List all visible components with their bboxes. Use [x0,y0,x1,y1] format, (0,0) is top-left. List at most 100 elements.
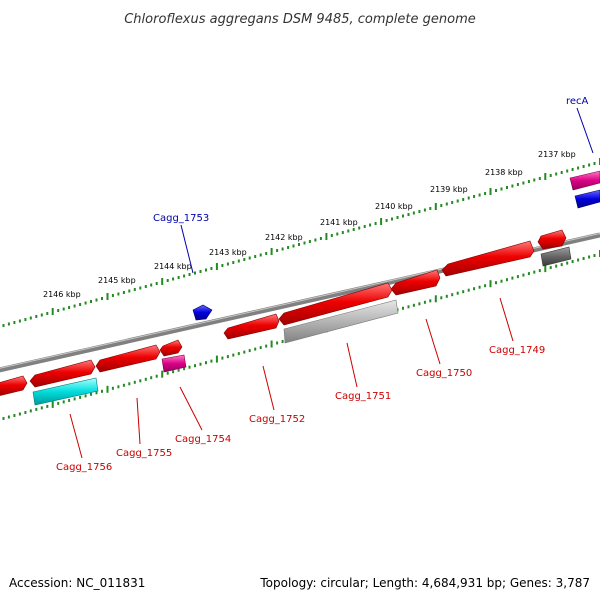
major-tick [434,203,437,210]
gene-label-cagg-1756[interactable]: Cagg_1756 [56,462,112,473]
minor-tick [445,294,448,298]
minor-tick [199,362,202,366]
gene-feature-cagg-1754-pink[interactable] [161,354,187,373]
minor-tick [445,202,448,206]
minor-tick [314,238,317,242]
gene-feature-reca[interactable] [574,189,600,209]
minor-tick [478,285,481,289]
minor-tick [451,293,454,297]
gene-label-reca[interactable]: recA [566,96,589,107]
minor-tick [467,196,470,200]
minor-tick [582,257,585,260]
minor-tick [352,228,355,231]
major-tick [489,188,492,195]
minor-tick [194,364,196,368]
minor-tick [538,269,541,273]
minor-tick [451,201,454,204]
minor-tick [495,281,497,285]
genome-summary-text: Topology: circular; Length: 4,684,931 bp… [259,576,590,590]
minor-tick [456,199,459,203]
minor-tick [407,305,410,309]
gene-label-cagg-1753[interactable]: Cagg_1753 [153,213,209,224]
minor-tick [429,299,432,303]
minor-tick [248,349,251,353]
minor-tick [292,244,295,248]
minor-tick [423,300,426,304]
gene-feature-gray-light[interactable] [283,299,399,344]
gene-feature-red-left[interactable] [0,375,28,396]
minor-tick [101,297,103,300]
gene-label-cagg-1751[interactable]: Cagg_1751 [335,391,391,402]
features-reverse [0,229,572,406]
gene-feature-cagg-1750[interactable] [390,269,441,296]
minor-tick [117,292,120,296]
major-tick [106,293,109,300]
minor-tick [84,301,87,305]
minor-tick [79,395,82,399]
minor-tick [62,400,65,404]
minor-tick [527,272,530,276]
minor-tick [177,276,180,279]
minor-tick [73,304,76,308]
gene-feature-cagg-1755[interactable] [95,344,161,373]
minor-tick [533,178,536,182]
gene-feature-cagg-1749[interactable] [441,240,535,277]
minor-tick [248,256,251,260]
minor-tick [555,264,558,268]
minor-tick [13,414,16,417]
minor-tick [462,290,465,294]
minor-tick [243,350,246,354]
major-tick [434,295,437,303]
minor-tick [18,412,21,416]
gene-label-cagg-1750[interactable]: Cagg_1750 [416,368,472,379]
minor-tick [412,303,415,307]
minor-tick [232,261,235,264]
minor-tick [166,279,169,282]
minor-tick [549,266,552,270]
gene-label-cagg-1754[interactable]: Cagg_1754 [175,434,231,445]
major-tick [215,263,218,270]
minor-tick [205,361,207,365]
minor-tick [166,371,169,375]
minor-tick [68,306,71,309]
gene-feature-cagg-1753[interactable] [192,304,213,321]
gene-label-cagg-1752[interactable]: Cagg_1752 [249,414,305,425]
minor-tick [298,243,300,246]
minor-tick [588,255,591,259]
minor-tick [188,273,191,276]
minor-tick [226,262,229,266]
kbp-label: 2142 kbp [265,233,303,242]
gene-feature-gray-dark[interactable] [540,246,572,267]
gene-feature-cagg-1754-red[interactable] [159,339,183,357]
gene-feature-cyan[interactable] [32,377,99,406]
minor-tick [210,359,213,363]
minor-tick [281,340,284,343]
minor-tick [73,397,76,401]
minor-tick [95,391,98,395]
gene-feature-cagg-1756[interactable] [29,359,96,388]
minor-tick [511,276,514,280]
gene-labels: recA Cagg_1753 Cagg_1749 Cagg_1750 Cagg_… [56,96,589,473]
minor-tick [538,177,541,180]
gene-label-cagg-1749[interactable]: Cagg_1749 [489,345,545,356]
major-tick [325,233,328,240]
gene-feature-cagg-1752[interactable] [223,313,280,340]
minor-tick [237,352,240,356]
minor-tick [205,268,207,272]
minor-tick [511,184,514,188]
minor-tick [440,204,443,207]
minor-tick [506,278,508,282]
minor-tick [172,370,175,374]
minor-tick [68,398,71,402]
minor-tick [221,356,224,360]
minor-tick [243,258,246,261]
gene-feature-pink[interactable] [569,170,600,191]
gene-feature-red[interactable] [537,229,567,250]
minor-tick [24,411,27,414]
minor-tick [46,404,49,408]
minor-tick [90,300,92,303]
minor-tick [24,318,27,321]
gene-label-cagg-1755[interactable]: Cagg_1755 [116,448,172,459]
gene-feature-cagg-1751[interactable] [278,282,393,326]
